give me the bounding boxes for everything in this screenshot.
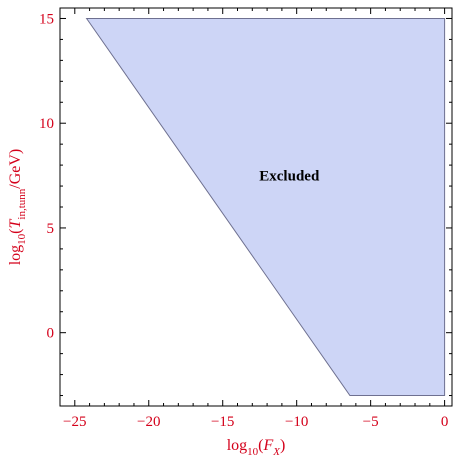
y-axis-label-base: log [7, 245, 24, 265]
y-tick-label: 10 [39, 116, 54, 132]
y-tick-label: 0 [47, 326, 55, 342]
y-axis-label-tail: /GeV) [7, 149, 24, 189]
x-axis-label-sub: 10 [247, 446, 259, 458]
plot-frame [59, 7, 453, 407]
y-axis-label-var: T [7, 218, 24, 228]
x-axis-label: log10(FX) [227, 437, 286, 458]
x-axis-label-open: ( [258, 437, 263, 454]
x-tick-label: 0 [441, 414, 449, 430]
excluded-label: Excluded [259, 169, 320, 185]
x-tick-label: −5 [363, 414, 379, 430]
y-tick-label: 5 [47, 221, 55, 237]
y-axis-label-sub: 10 [16, 233, 28, 245]
x-tick-label: −15 [211, 414, 234, 430]
x-axis-label-base: log [227, 437, 247, 454]
x-axis-label-var: F [262, 437, 273, 454]
y-axis-label-var-sub: in,tunn [16, 188, 28, 219]
x-tick-label: −10 [285, 414, 308, 430]
y-axis-label-open: ( [7, 228, 24, 233]
x-tick-labels: −25 −20 −15 −10 −5 0 [63, 414, 448, 430]
excluded-region [85, 18, 446, 396]
major-ticks [60, 8, 452, 406]
y-tick-label: 15 [39, 11, 54, 27]
x-axis-label-close: ) [280, 437, 285, 454]
y-tick-labels: 0 5 10 15 [39, 11, 54, 341]
x-axis-label-var-sub: X [272, 446, 281, 458]
x-tick-label: −25 [63, 414, 86, 430]
x-tick-label: −20 [137, 414, 160, 430]
y-axis-label: log10(Tin,tunn/GeV) [7, 149, 28, 266]
